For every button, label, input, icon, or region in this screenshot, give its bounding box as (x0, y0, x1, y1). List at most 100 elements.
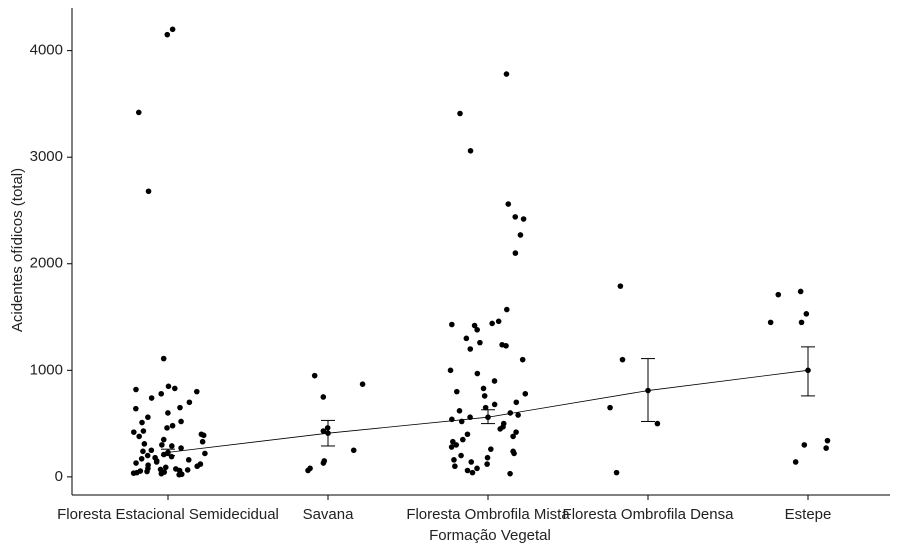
data-point (519, 356, 526, 363)
data-point (467, 147, 474, 154)
data-point (133, 405, 139, 412)
data-point (350, 447, 357, 454)
data-point (474, 327, 480, 333)
data-point (488, 446, 494, 452)
data-point (139, 419, 145, 426)
data-point (131, 429, 137, 435)
data-point (200, 432, 207, 439)
data-point (320, 394, 327, 400)
data-point (144, 468, 150, 475)
data-point (512, 250, 519, 256)
data-point (164, 31, 171, 38)
mean-point (165, 449, 171, 456)
data-point (482, 404, 489, 411)
data-point (169, 422, 176, 429)
data-point (467, 346, 474, 352)
data-point (140, 448, 146, 455)
data-point (133, 460, 139, 466)
data-point (178, 418, 184, 425)
data-point (133, 386, 139, 393)
data-point (607, 404, 613, 411)
data-point (160, 355, 167, 362)
data-point (803, 311, 810, 317)
data-point (767, 319, 774, 326)
data-point (495, 318, 502, 325)
data-point (165, 410, 171, 416)
x-tick-label: Estepe (785, 506, 832, 523)
data-point (449, 321, 455, 328)
data-point (160, 436, 167, 443)
data-point (184, 467, 191, 473)
data-point (474, 465, 480, 472)
data-point (823, 445, 829, 451)
data-point (164, 425, 170, 431)
mean-point (485, 414, 491, 421)
data-point (448, 444, 455, 450)
data-point (468, 459, 475, 465)
data-point (507, 470, 513, 477)
data-point (169, 443, 175, 449)
y-tick-label: 0 (55, 468, 63, 485)
x-tick-label: Savana (303, 506, 355, 523)
data-point (185, 457, 192, 463)
data-point (199, 438, 206, 445)
data-point (522, 390, 529, 397)
data-point (130, 470, 137, 476)
data-point (515, 412, 521, 418)
data-point (202, 450, 208, 457)
data-point (491, 401, 498, 408)
data-point (165, 383, 172, 390)
y-tick-label: 3000 (30, 148, 63, 165)
mean-point (805, 367, 811, 374)
data-point (456, 408, 463, 414)
mean-point (645, 387, 651, 394)
data-point (775, 291, 782, 298)
y-axis-title: Acidentes ofídicos (total) (9, 168, 26, 332)
data-point (480, 385, 487, 392)
data-point (481, 393, 488, 399)
data-point (305, 467, 311, 474)
data-point (469, 469, 476, 476)
data-point (797, 288, 804, 295)
data-point (311, 372, 318, 379)
data-point (503, 343, 509, 349)
data-point (148, 395, 155, 401)
data-point (484, 454, 491, 461)
data-point (464, 431, 471, 438)
y-tick-label: 4000 (30, 42, 63, 59)
data-point (457, 110, 463, 117)
data-point (176, 471, 182, 478)
x-tick-label: Floresta Ombrofila Densa (563, 506, 735, 523)
data-point (186, 399, 193, 406)
data-point (464, 467, 471, 474)
data-point (141, 441, 148, 447)
data-point (145, 414, 151, 421)
data-point (798, 319, 805, 326)
data-point (158, 390, 165, 397)
data-point (792, 459, 799, 465)
data-point (654, 420, 661, 427)
data-point (477, 339, 483, 346)
data-point (451, 457, 457, 463)
data-point (824, 437, 831, 444)
data-point (168, 453, 175, 460)
data-point (178, 445, 184, 451)
data-point (194, 463, 200, 470)
data-point (148, 447, 155, 454)
data-point (159, 442, 165, 448)
data-point (453, 388, 460, 395)
data-point (484, 461, 490, 467)
data-point (503, 71, 510, 77)
data-point (510, 433, 516, 440)
data-point (517, 232, 524, 238)
data-point (463, 335, 470, 342)
data-point (320, 428, 327, 434)
data-point (489, 320, 495, 327)
data-point (136, 433, 142, 440)
data-point (513, 399, 520, 406)
data-point (138, 455, 145, 462)
data-point (320, 460, 327, 466)
data-point (520, 216, 527, 222)
x-axis-title: Formação Vegetal (429, 527, 551, 544)
